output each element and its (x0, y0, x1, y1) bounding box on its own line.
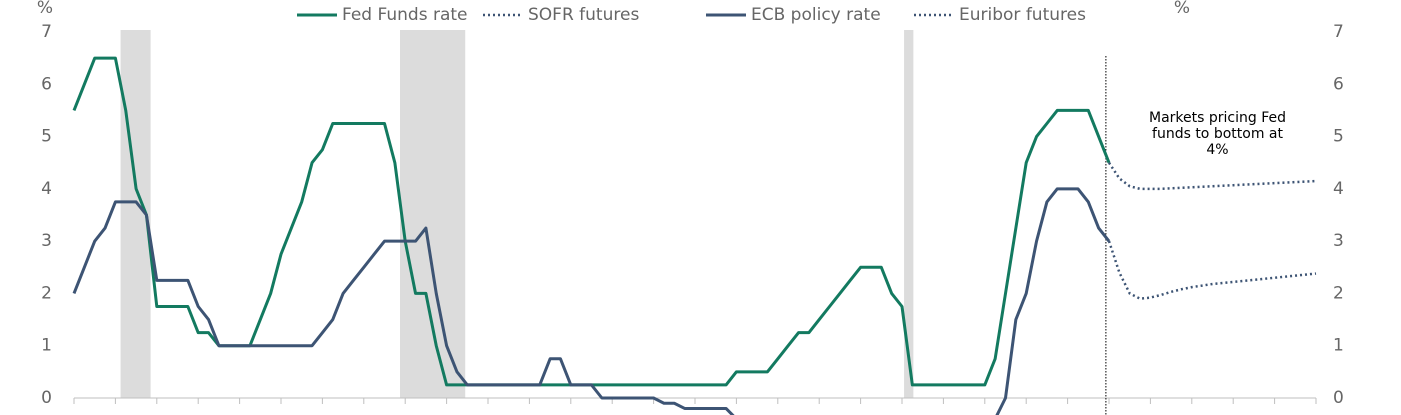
legend-label: ECB policy rate (751, 5, 881, 25)
y2-tick-label: 1 (1333, 336, 1344, 356)
legend-label: Fed Funds rate (342, 5, 467, 25)
y-tick-label: 4 (41, 179, 52, 199)
y2-tick-label: 6 (1333, 74, 1344, 94)
y2-tick-label: 5 (1333, 127, 1344, 147)
legend-item: SOFR futures (483, 5, 639, 25)
series-line (1107, 162, 1317, 191)
annotation: Markets pricing Fed funds to bottom at 4… (1149, 110, 1286, 158)
y2-tick-label: 7 (1333, 22, 1344, 42)
y-axis-label: % (37, 0, 53, 18)
y-tick-label: 0 (41, 388, 52, 408)
y-tick-label: 2 (41, 283, 52, 303)
y2-tick-label: 4 (1333, 179, 1344, 199)
series-line (1107, 240, 1317, 300)
legend-item: Fed Funds rate (297, 5, 467, 25)
y-tick-label: 5 (41, 127, 52, 147)
legend-label: Euribor futures (959, 5, 1086, 25)
y-tick-label: 1 (41, 336, 52, 356)
y-tick-label: 6 (41, 74, 52, 94)
series-line (72, 187, 1111, 415)
y-tick-label: 3 (41, 231, 52, 251)
shaded-period (904, 30, 914, 398)
legend-label: SOFR futures (528, 5, 639, 25)
y2-axis-label: % (1174, 0, 1190, 18)
legend-item: Euribor futures (914, 5, 1086, 25)
y2-tick-label: 0 (1333, 388, 1344, 408)
y-tick-label: 7 (41, 22, 52, 42)
legend-item: ECB policy rate (706, 5, 881, 25)
shaded-period (400, 30, 466, 398)
y2-tick-label: 2 (1333, 283, 1344, 303)
series-line (72, 56, 1111, 387)
y2-tick-label: 3 (1333, 231, 1344, 251)
